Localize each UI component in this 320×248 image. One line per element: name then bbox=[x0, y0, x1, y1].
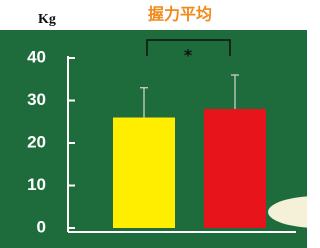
y-tick-label: 40 bbox=[27, 47, 46, 66]
y-tick-label: 30 bbox=[27, 90, 46, 109]
y-tick-label: 20 bbox=[27, 132, 46, 151]
y-tick-label: 0 bbox=[37, 217, 46, 236]
chart: Kg 握力平均 * 0 10 20 30 40 bbox=[0, 0, 307, 248]
significance-marker: * bbox=[184, 46, 193, 65]
y-tick-label: 10 bbox=[27, 175, 46, 194]
chart-title: 握力平均 bbox=[148, 5, 212, 24]
bar bbox=[204, 109, 266, 228]
y-axis-label: Kg bbox=[38, 12, 56, 27]
bar bbox=[113, 118, 175, 229]
